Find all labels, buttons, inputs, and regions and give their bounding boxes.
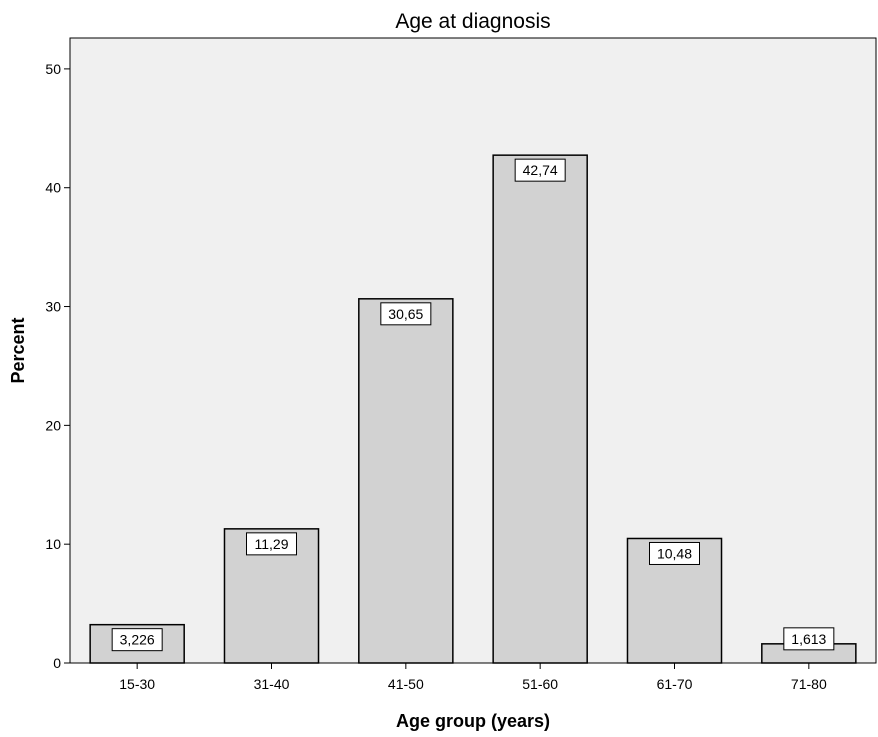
x-tick-label: 41-50	[388, 676, 424, 692]
y-axis: 0 10 20 30 40 50	[45, 61, 70, 671]
data-labels: 3,226 11,29 30,65 42,74 10,48 1,613	[111, 158, 835, 652]
data-label-box	[649, 541, 700, 565]
x-tick-label: 15-30	[119, 676, 155, 692]
data-label-box	[246, 532, 297, 556]
x-tick-label: 61-70	[657, 676, 693, 692]
y-tick-label: 30	[45, 299, 61, 315]
data-label: 30,65	[388, 306, 423, 322]
data-label-box	[783, 627, 835, 651]
y-axis-label: Percent	[8, 317, 28, 383]
x-axis-label: Age group (years)	[396, 711, 550, 731]
bar-41-50	[358, 298, 454, 664]
x-tick-label: 71-80	[791, 676, 827, 692]
data-label-box	[111, 628, 163, 652]
y-tick-label: 0	[53, 655, 61, 671]
data-label: 11,29	[255, 536, 289, 552]
data-label: 42,74	[523, 162, 558, 178]
y-tick-label: 40	[45, 180, 61, 196]
x-tick-label: 31-40	[254, 676, 290, 692]
y-tick-label: 20	[45, 417, 61, 433]
bar-51-60	[492, 154, 588, 664]
chart-title: Age at diagnosis	[395, 10, 550, 33]
y-tick-label: 50	[45, 61, 61, 77]
plot-area	[69, 37, 877, 664]
data-label: 3,226	[120, 632, 155, 648]
data-label: 1,613	[791, 631, 826, 647]
x-tick-label: 51-60	[522, 676, 558, 692]
data-label-box	[380, 302, 432, 326]
x-axis: 15-30 31-40 41-50 51-60 61-70 71-80	[119, 663, 827, 692]
y-tick-label: 10	[45, 536, 61, 552]
data-label-box	[514, 158, 566, 182]
data-label: 10,48	[657, 545, 692, 561]
